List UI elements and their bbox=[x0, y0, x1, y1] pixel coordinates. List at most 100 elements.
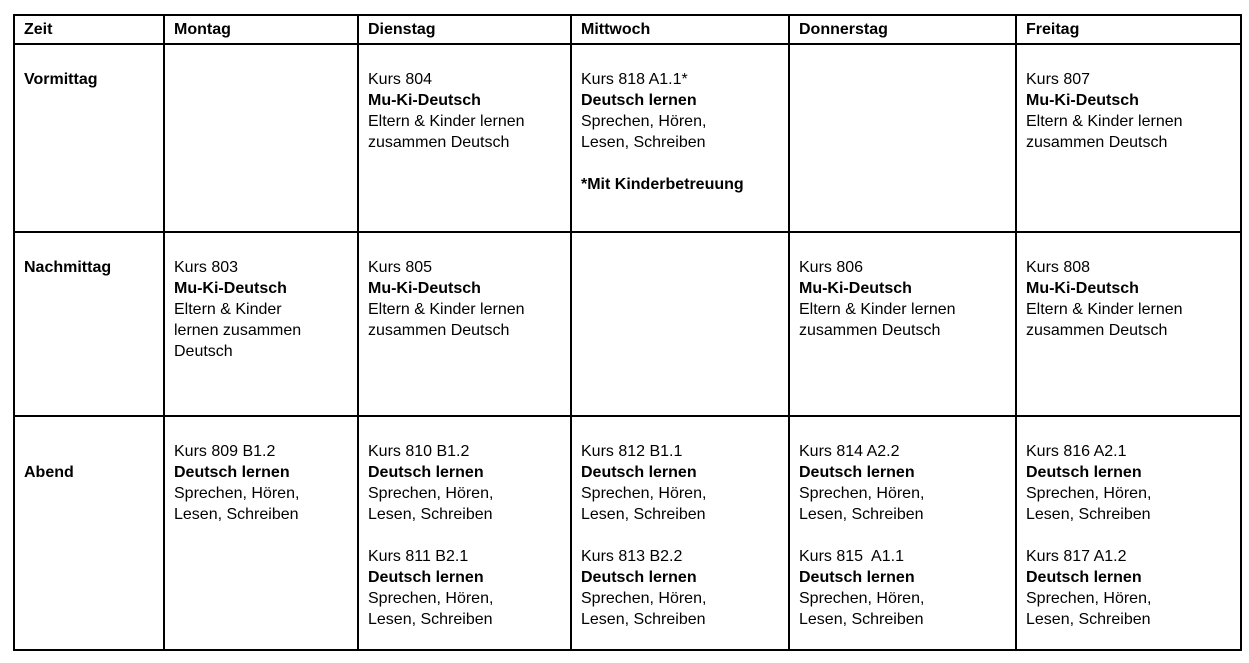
cell-abend-donnerstag: Kurs 814 A2.2 Deutsch lernen Sprechen, Hör… bbox=[788, 415, 1017, 651]
cell-line: Deutsch lernen bbox=[581, 569, 697, 586]
cell-line: Nachmittag bbox=[24, 259, 112, 276]
cell-line: Kurs 818 A1.1* bbox=[581, 71, 688, 88]
row-vormittag: Vormittag Kurs 804 Mu-Ki-Deutsch Eltern & … bbox=[13, 43, 1242, 233]
cell-line: Kurs 804 bbox=[368, 71, 433, 88]
column-header-dienstag: Dienstag bbox=[357, 14, 572, 45]
row-label-abend: Abend bbox=[13, 415, 165, 651]
cell-nachmittag-montag: Kurs 803 Mu-Ki-Deutsch Eltern & Kinder lern… bbox=[163, 231, 359, 417]
cell-line: lernen zusammen bbox=[174, 322, 302, 339]
row-nachmittag: Nachmittag Kurs 803 Mu-Ki-Deutsch Eltern &… bbox=[13, 231, 1242, 417]
cell-nachmittag-mittwoch bbox=[570, 231, 790, 417]
cell-abend-montag: Kurs 809 B1.2 Deutsch lernen Sprechen, Hör… bbox=[163, 415, 359, 651]
cell-line: Lesen, Schreiben bbox=[581, 611, 706, 628]
cell-vormittag-freitag: Kurs 807 Mu-Ki-Deutsch Eltern & Kinder ler… bbox=[1015, 43, 1242, 233]
cell-line: Sprechen, Hören, bbox=[1026, 485, 1152, 502]
cell-line: Lesen, Schreiben bbox=[1026, 611, 1151, 628]
cell-vormittag-dienstag: Kurs 804 Mu-Ki-Deutsch Eltern & Kinder ler… bbox=[357, 43, 572, 233]
cell-line: Deutsch lernen bbox=[799, 464, 915, 481]
cell-line: Deutsch lernen bbox=[368, 569, 484, 586]
cell-line: Sprechen, Hören, bbox=[174, 485, 300, 502]
column-header-montag: Montag bbox=[163, 14, 359, 45]
cell-line bbox=[799, 525, 1006, 546]
cell-line: Kurs 817 A1.2 bbox=[1026, 548, 1127, 565]
cell-line bbox=[1026, 525, 1231, 546]
row-label-nachmittag: Nachmittag bbox=[13, 231, 165, 417]
cell-abend-freitag: Kurs 816 A2.1 Deutsch lernen Sprechen, Hör… bbox=[1015, 415, 1242, 651]
cell-line: zusammen Deutsch bbox=[368, 134, 510, 151]
cell-nachmittag-freitag: Kurs 808 Mu-Ki-Deutsch Eltern & Kinder ler… bbox=[1015, 231, 1242, 417]
cell-line: Mu-Ki-Deutsch bbox=[368, 280, 481, 297]
cell-line: Lesen, Schreiben bbox=[581, 506, 706, 523]
cell-line: Kurs 807 bbox=[1026, 71, 1091, 88]
header-row: Zeit Montag Dienstag Mittwoch Donnerstag… bbox=[13, 14, 1242, 45]
column-header-freitag: Freitag bbox=[1015, 14, 1242, 45]
cell-line: Kurs 812 B1.1 bbox=[581, 443, 683, 460]
column-header-donnerstag: Donnerstag bbox=[788, 14, 1017, 45]
cell-line bbox=[581, 153, 779, 174]
cell-line: Eltern & Kinder lernen bbox=[1026, 301, 1183, 318]
cell-vormittag-mittwoch: Kurs 818 A1.1* Deutsch lernen Sprechen, Hö… bbox=[570, 43, 790, 233]
cell-line: Kurs 808 bbox=[1026, 259, 1091, 276]
cell-line: Kurs 806 bbox=[799, 259, 864, 276]
cell-line: Deutsch lernen bbox=[1026, 464, 1142, 481]
course-schedule-table: Zeit Montag Dienstag Mittwoch Donnerstag… bbox=[13, 14, 1242, 651]
cell-line: Eltern & Kinder lernen bbox=[368, 301, 525, 318]
cell-nachmittag-dienstag: Kurs 805 Mu-Ki-Deutsch Eltern & Kinder ler… bbox=[357, 231, 572, 417]
cell-line: Deutsch bbox=[174, 343, 233, 360]
cell-line: Eltern & Kinder lernen bbox=[799, 301, 956, 318]
cell-line: Deutsch lernen bbox=[581, 464, 697, 481]
cell-line: Lesen, Schreiben bbox=[799, 611, 924, 628]
cell-line: Deutsch lernen bbox=[581, 92, 697, 109]
cell-line: Lesen, Schreiben bbox=[368, 611, 493, 628]
cell-line: Deutsch lernen bbox=[368, 464, 484, 481]
cell-line: Eltern & Kinder bbox=[174, 301, 282, 318]
cell-line: Kurs 813 B2.2 bbox=[581, 548, 683, 565]
column-header-zeit: Zeit bbox=[13, 14, 165, 45]
cell-line: Abend bbox=[24, 464, 74, 481]
cell-line: Sprechen, Hören, bbox=[1026, 590, 1152, 607]
cell-line: Sprechen, Hören, bbox=[368, 485, 494, 502]
cell-line: Sprechen, Hören, bbox=[581, 113, 707, 130]
cell-line: Sprechen, Hören, bbox=[581, 590, 707, 607]
cell-line: Kurs 803 bbox=[174, 259, 239, 276]
cell-line: Lesen, Schreiben bbox=[174, 506, 299, 523]
cell-line: zusammen Deutsch bbox=[1026, 322, 1168, 339]
cell-line: Kurs 810 B1.2 bbox=[368, 443, 470, 460]
cell-line: zusammen Deutsch bbox=[368, 322, 510, 339]
cell-line: Mu-Ki-Deutsch bbox=[368, 92, 481, 109]
cell-nachmittag-donnerstag: Kurs 806 Mu-Ki-Deutsch Eltern & Kinder ler… bbox=[788, 231, 1017, 417]
column-header-mittwoch: Mittwoch bbox=[570, 14, 790, 45]
cell-line bbox=[24, 441, 154, 462]
cell-line: Vormittag bbox=[24, 71, 98, 88]
cell-line: Kurs 815 A1.1 bbox=[799, 548, 904, 565]
cell-line: Deutsch lernen bbox=[174, 464, 290, 481]
cell-line: zusammen Deutsch bbox=[799, 322, 941, 339]
cell-line: Mu-Ki-Deutsch bbox=[1026, 280, 1139, 297]
cell-line: Kurs 816 A2.1 bbox=[1026, 443, 1127, 460]
cell-line: Mu-Ki-Deutsch bbox=[174, 280, 287, 297]
cell-line: Kurs 811 B2.1 bbox=[368, 548, 469, 565]
cell-line: zusammen Deutsch bbox=[1026, 134, 1168, 151]
cell-line: Mu-Ki-Deutsch bbox=[799, 280, 912, 297]
cell-line bbox=[581, 525, 779, 546]
cell-line: Sprechen, Hören, bbox=[799, 485, 925, 502]
cell-line: Lesen, Schreiben bbox=[368, 506, 493, 523]
cell-line: Lesen, Schreiben bbox=[581, 134, 706, 151]
cell-line: Sprechen, Hören, bbox=[368, 590, 494, 607]
cell-vormittag-donnerstag bbox=[788, 43, 1017, 233]
cell-line: Kurs 814 A2.2 bbox=[799, 443, 900, 460]
cell-line: Kurs 805 bbox=[368, 259, 433, 276]
cell-line: Deutsch lernen bbox=[1026, 569, 1142, 586]
cell-line: Eltern & Kinder lernen bbox=[368, 113, 525, 130]
cell-line: Eltern & Kinder lernen bbox=[1026, 113, 1183, 130]
cell-line: Kurs 809 B1.2 bbox=[174, 443, 276, 460]
cell-line: Lesen, Schreiben bbox=[799, 506, 924, 523]
cell-line: Deutsch lernen bbox=[799, 569, 915, 586]
cell-vormittag-montag bbox=[163, 43, 359, 233]
cell-line: Mu-Ki-Deutsch bbox=[1026, 92, 1139, 109]
cell-abend-mittwoch: Kurs 812 B1.1 Deutsch lernen Sprechen, Hör… bbox=[570, 415, 790, 651]
row-abend: Abend Kurs 809 B1.2 Deutsch lernen Spreche… bbox=[13, 415, 1242, 651]
cell-abend-dienstag: Kurs 810 B1.2 Deutsch lernen Sprechen, Hör… bbox=[357, 415, 572, 651]
cell-line bbox=[368, 525, 561, 546]
